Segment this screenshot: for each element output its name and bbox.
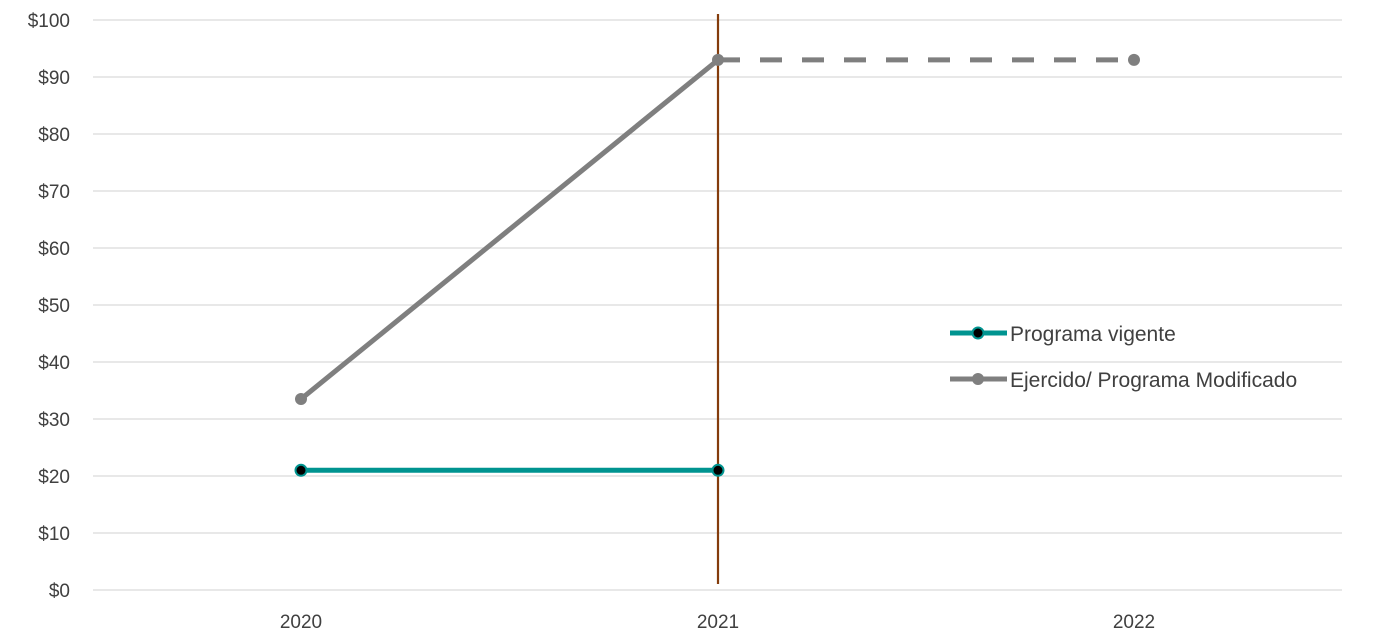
legend-label: Programa vigente (1010, 323, 1176, 346)
legend: Programa vigente Ejercido/ Programa Modif… (950, 323, 1297, 392)
y-tick-label: $60 (38, 239, 70, 260)
legend-label: Ejercido/ Programa Modificado (1010, 369, 1297, 392)
y-tick-label: $30 (38, 410, 70, 431)
y-tick-label: $70 (38, 182, 70, 203)
series-markers (294, 53, 1140, 477)
y-tick-label: $0 (49, 581, 70, 602)
legend-swatch-marker (972, 373, 984, 385)
y-tick-label: $80 (38, 125, 70, 146)
data-point-marker (1128, 53, 1140, 66)
x-tick-label: 2022 (1113, 612, 1155, 633)
y-tick-label: $90 (38, 68, 70, 89)
series-line-segment (298, 57, 721, 402)
data-point-marker (294, 463, 308, 477)
data-point-marker (711, 463, 725, 477)
y-tick-label: $50 (38, 296, 70, 317)
legend-swatch-marker (971, 326, 985, 340)
legend-item: Programa vigente (950, 323, 1176, 346)
y-tick-label: $100 (28, 11, 70, 32)
y-tick-label: $20 (38, 467, 70, 488)
x-tick-label: 2021 (697, 612, 739, 633)
data-point-marker (295, 393, 307, 406)
x-axis-tick-labels: 2020 2021 2022 (280, 612, 1155, 633)
y-axis-tick-labels: $0 $10 $20 $30 $40 $50 $60 $70 $80 $90 $100 (28, 11, 70, 602)
y-tick-label: $10 (38, 524, 70, 545)
series-lines (298, 57, 1134, 473)
x-tick-label: 2020 (280, 612, 322, 633)
y-tick-label: $40 (38, 353, 70, 374)
data-point-marker (712, 53, 724, 66)
legend-item: Ejercido/ Programa Modificado (950, 369, 1297, 392)
